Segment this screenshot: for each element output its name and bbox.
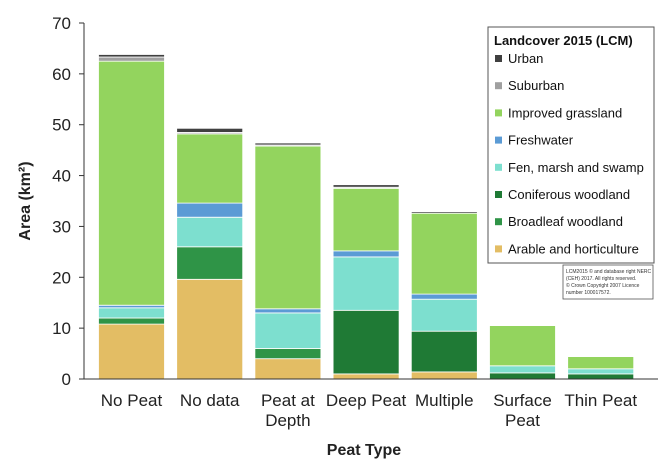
bar-segment xyxy=(332,373,400,380)
bar-segment xyxy=(98,317,165,325)
bar-segment xyxy=(567,356,635,370)
y-tick-label: 40 xyxy=(52,167,71,186)
bar-segment xyxy=(254,308,322,314)
y-tick-label: 70 xyxy=(52,14,71,33)
x-tick-label: Deep Peat xyxy=(326,391,407,410)
bar-segment xyxy=(332,184,400,188)
bar-segment xyxy=(98,323,165,380)
legend-swatch xyxy=(495,82,502,90)
legend-label: Suburban xyxy=(508,78,564,93)
legend-swatch xyxy=(495,136,502,144)
legend-swatch xyxy=(495,191,502,198)
bar-segment xyxy=(254,142,322,146)
bar-segment xyxy=(98,54,165,58)
bar-segment xyxy=(254,348,322,360)
bar-segment xyxy=(332,250,400,258)
legend-box xyxy=(487,26,655,264)
bar-segment xyxy=(176,246,244,280)
legend-swatch xyxy=(495,245,502,253)
bar-segment xyxy=(489,365,556,374)
y-tick-label: 30 xyxy=(52,217,71,236)
x-tick-label: Thin Peat xyxy=(564,391,637,410)
copyright-line: number 100017572. xyxy=(566,290,611,296)
bar-segment xyxy=(98,56,165,62)
bar-segment xyxy=(332,187,400,252)
bar-segment xyxy=(489,325,556,367)
bar-segment xyxy=(489,372,556,380)
x-tick-label: Peat at Depth xyxy=(261,391,315,430)
x-tick-label: No Peat xyxy=(101,391,163,410)
bar-segment xyxy=(410,211,478,214)
legend-title: Landcover 2015 (LCM) xyxy=(494,33,633,48)
y-tick-label: 60 xyxy=(52,65,71,84)
bar-segment xyxy=(410,293,478,300)
legend-items: Urban Suburban Improved grassland Freshwate… xyxy=(495,51,644,256)
bar-segment xyxy=(176,127,244,133)
bar-segment xyxy=(410,212,478,295)
bar-segment xyxy=(410,298,478,332)
x-tick-label: Surface Peat xyxy=(493,391,552,430)
x-axis-title: Peat Type xyxy=(327,442,402,459)
copyright-box xyxy=(562,264,654,300)
bar-segment xyxy=(332,256,400,311)
bar-segment xyxy=(176,133,244,204)
legend-label: Fen, marsh and swamp xyxy=(508,160,644,175)
bar-segment xyxy=(567,373,635,380)
legend-swatch xyxy=(495,55,502,62)
legend-label: Coniferous woodland xyxy=(508,187,630,202)
legend-label: Urban xyxy=(508,51,543,66)
copyright-line: LCM2015 © and database right NERC xyxy=(566,268,652,275)
bar-segment xyxy=(98,307,165,319)
y-axis-title: Area (km²) xyxy=(17,161,34,240)
legend-swatch xyxy=(495,218,502,226)
copyright-lines: LCM2015 © and database right NERC(CEH) 2… xyxy=(566,268,652,296)
bar-segment xyxy=(254,312,322,349)
bar-segment xyxy=(176,216,244,248)
y-tick-label: 20 xyxy=(52,268,71,287)
x-tick-labels: No Peat No data Peat at Depth Deep Peat Multi… xyxy=(101,391,638,430)
legend-swatch xyxy=(495,109,502,117)
legend: Landcover 2015 (LCM) Urban Suburban Improv… xyxy=(487,26,655,264)
legend-label: Freshwater xyxy=(508,133,574,148)
copyright-line: (CEH) 2017. All rights reserved. xyxy=(566,276,636,282)
y-tick-label: 0 xyxy=(62,370,71,389)
legend-label: Arable and horticulture xyxy=(508,241,639,256)
bar-segment xyxy=(254,145,322,310)
y-tick-label: 50 xyxy=(52,116,71,135)
copyright-notice: LCM2015 © and database right NERC(CEH) 2… xyxy=(562,264,654,300)
bar-segment xyxy=(254,358,322,380)
y-tick-label: 10 xyxy=(52,319,71,338)
bar-segment xyxy=(410,330,478,373)
bar-segment xyxy=(410,371,478,380)
legend-label: Broadleaf woodland xyxy=(508,214,623,229)
x-tick-label: No data xyxy=(180,391,240,410)
x-tick-label: Multiple xyxy=(415,391,474,410)
bar-segment xyxy=(98,304,165,309)
legend-swatch xyxy=(495,163,502,171)
bar-segment xyxy=(567,368,635,375)
bar-segment xyxy=(176,278,244,380)
legend-label: Improved grassland xyxy=(508,105,622,120)
bar-segment xyxy=(332,309,400,375)
bar-segment xyxy=(98,60,165,306)
bars-layer xyxy=(98,54,635,380)
bar-segment xyxy=(176,202,244,218)
copyright-line: © Crown Copyright 2007 Licence xyxy=(566,282,640,289)
y-tick-labels: 0 10 20 30 40 50 60 70 xyxy=(52,14,84,389)
